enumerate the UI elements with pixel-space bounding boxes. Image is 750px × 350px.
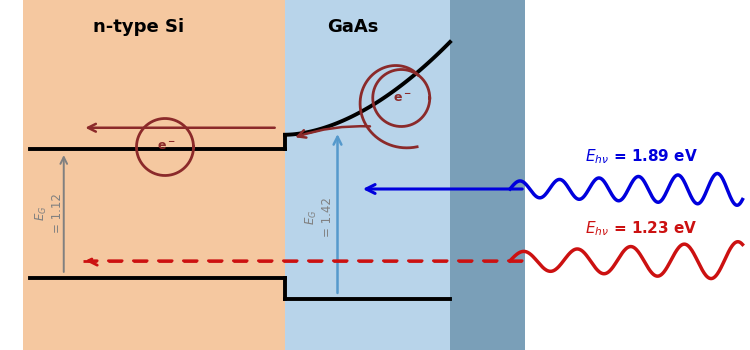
Text: GaAs: GaAs <box>327 18 378 35</box>
Text: $E_G$
= 1.42: $E_G$ = 1.42 <box>304 197 334 237</box>
Bar <box>450 0 525 350</box>
Text: $\mathbf{e^-}$: $\mathbf{e^-}$ <box>394 91 412 105</box>
Bar <box>285 0 450 350</box>
Text: $E_{h\nu}$ = 1.89 eV: $E_{h\nu}$ = 1.89 eV <box>585 148 698 166</box>
Text: $E_{h\nu}$ = 1.23 eV: $E_{h\nu}$ = 1.23 eV <box>585 219 698 238</box>
Text: n-type Si: n-type Si <box>93 18 184 35</box>
Text: $\mathbf{e^-}$: $\mathbf{e^-}$ <box>158 140 176 154</box>
Text: $E_G$
= 1.12: $E_G$ = 1.12 <box>34 194 64 233</box>
Bar <box>22 0 285 350</box>
